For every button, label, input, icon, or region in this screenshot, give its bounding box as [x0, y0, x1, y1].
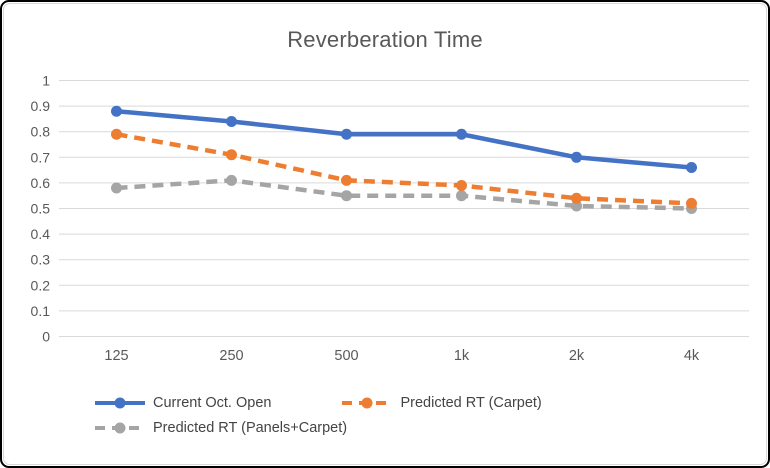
x-axis-tick-label: 2k — [569, 348, 585, 364]
x-axis-tick-label: 125 — [104, 348, 128, 364]
data-point — [686, 162, 697, 174]
data-point — [111, 128, 122, 140]
series-line — [116, 108, 692, 170]
x-axis-tick-label: 4k — [684, 348, 700, 364]
x-axis-tick-label: 500 — [334, 348, 358, 364]
data-point — [226, 174, 237, 186]
x-axis-tick-label: 250 — [219, 348, 243, 364]
data-point — [571, 151, 582, 163]
y-axis-tick-label: 0.4 — [31, 226, 51, 242]
chart-title: Reverberation Time — [287, 27, 483, 52]
y-axis-tick-label: 0.9 — [31, 98, 51, 114]
series-line — [116, 132, 692, 206]
legend-item: Current Oct. Open — [94, 395, 271, 411]
legend-label: Predicted RT (Panels+Carpet) — [153, 420, 348, 436]
data-point — [456, 128, 467, 140]
data-point — [686, 197, 697, 209]
y-axis-tick-label: 0.3 — [31, 252, 51, 268]
y-axis-tick-label: 0.8 — [31, 124, 51, 140]
data-point — [341, 174, 352, 186]
legend-item: Predicted RT (Panels+Carpet) — [94, 420, 347, 436]
y-axis-tick-label: 0.6 — [31, 175, 51, 191]
data-point — [341, 190, 352, 202]
series-line — [116, 178, 692, 211]
legend-label: Predicted RT (Carpet) — [400, 395, 542, 411]
data-point — [226, 115, 237, 127]
data-point — [111, 182, 122, 194]
data-point — [571, 192, 582, 204]
legend-marker-icon — [342, 397, 393, 409]
y-axis-tick-label: 0.5 — [31, 201, 51, 217]
legend-row: Predicted RT (Panels+Carpet) — [94, 420, 542, 436]
y-axis-tick-label: 0.1 — [31, 303, 51, 319]
x-axis-tick-label: 1k — [454, 348, 470, 364]
legend-row: Current Oct. Open Predicted RT (Carpet) — [94, 395, 542, 411]
data-point — [226, 149, 237, 161]
y-axis-tick-label: 0.2 — [31, 277, 51, 293]
y-axis-tick-label: 1 — [42, 73, 50, 89]
chart-legend: Current Oct. Open Predicted RT (Carpet) Pr… — [94, 395, 542, 436]
data-point — [571, 200, 582, 212]
y-axis-tick-label: 0.7 — [31, 149, 51, 165]
data-point — [456, 179, 467, 191]
data-point — [111, 105, 122, 117]
data-point — [341, 128, 352, 140]
data-point — [456, 190, 467, 202]
legend-marker-icon — [95, 422, 145, 434]
legend-marker-icon — [95, 397, 145, 409]
legend-item: Predicted RT (Carpet) — [341, 395, 542, 411]
legend-label: Current Oct. Open — [153, 395, 272, 411]
y-axis-tick-label: 0 — [42, 329, 50, 345]
